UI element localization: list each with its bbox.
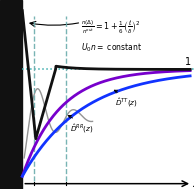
Text: $\hat{D}^{TT}(z)$: $\hat{D}^{TT}(z)$ bbox=[114, 90, 137, 109]
Text: $a\Delta$: $a\Delta$ bbox=[28, 188, 40, 189]
Text: $\hat{D}^{RR}(z)$: $\hat{D}^{RR}(z)$ bbox=[68, 115, 94, 135]
Text: $U_0n = $ constant: $U_0n = $ constant bbox=[81, 42, 142, 54]
Bar bbox=[0, 0, 22, 189]
Text: $\frac{n(\Delta)}{n^{out}} = 1 + \frac{1}{6}\left(\frac{\ell}{\delta}\right)^2$: $\frac{n(\Delta)}{n^{out}} = 1 + \frac{1… bbox=[81, 18, 141, 36]
Text: $\lambda^{-1}$: $\lambda^{-1}$ bbox=[59, 188, 73, 189]
Text: 1: 1 bbox=[185, 57, 191, 67]
Text: $z$: $z$ bbox=[192, 180, 194, 189]
